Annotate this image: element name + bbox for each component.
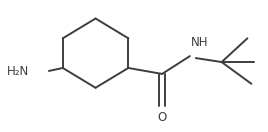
- Text: NH: NH: [191, 36, 208, 49]
- Text: H₂N: H₂N: [7, 65, 29, 78]
- Text: O: O: [157, 110, 167, 124]
